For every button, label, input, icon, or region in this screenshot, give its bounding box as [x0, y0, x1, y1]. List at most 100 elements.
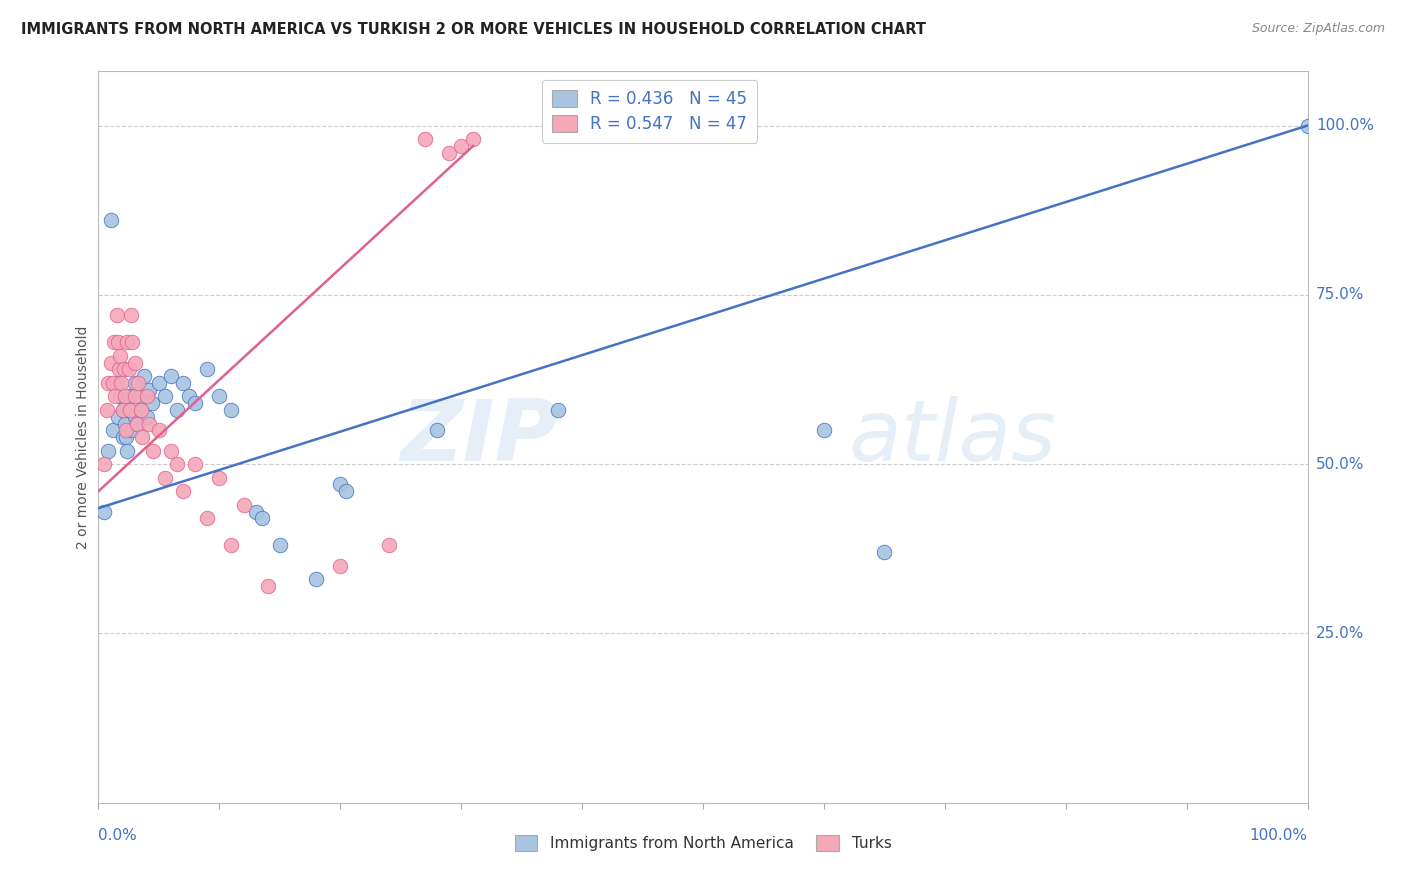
Point	[195, 511, 218, 525]
Text: IMMIGRANTS FROM NORTH AMERICA VS TURKISH 2 OR MORE VEHICLES IN HOUSEHOLD CORRELA: IMMIGRANTS FROM NORTH AMERICA VS TURKISH…	[21, 22, 927, 37]
Point	[450, 139, 472, 153]
Point	[117, 443, 139, 458]
Point	[160, 443, 183, 458]
Point	[426, 423, 449, 437]
Point	[121, 423, 143, 437]
Point	[813, 423, 835, 437]
Point	[329, 477, 352, 491]
Point	[134, 369, 156, 384]
Point	[120, 308, 142, 322]
Point	[110, 376, 132, 390]
Point	[208, 389, 231, 403]
Point	[105, 376, 128, 390]
Point	[108, 389, 131, 403]
Point	[100, 213, 122, 227]
Legend: Immigrants from North America, Turks: Immigrants from North America, Turks	[509, 830, 897, 857]
Point	[179, 389, 201, 403]
Text: 25.0%: 25.0%	[1316, 626, 1364, 641]
Text: 100.0%: 100.0%	[1250, 829, 1308, 844]
Point	[117, 335, 139, 350]
Point	[103, 335, 125, 350]
Text: 50.0%: 50.0%	[1316, 457, 1364, 472]
Point	[114, 417, 136, 431]
Point	[166, 457, 188, 471]
Point	[105, 308, 128, 322]
Point	[124, 355, 146, 369]
Point	[124, 376, 146, 390]
Point	[184, 396, 207, 410]
Point	[97, 443, 120, 458]
Point	[124, 409, 146, 424]
Point	[148, 376, 170, 390]
Point	[112, 362, 135, 376]
Point	[153, 389, 176, 403]
Point	[131, 430, 153, 444]
Point	[335, 484, 357, 499]
Point	[115, 430, 138, 444]
Point	[135, 409, 157, 424]
Point	[100, 355, 122, 369]
Point	[104, 389, 127, 403]
Point	[195, 362, 218, 376]
Point	[93, 457, 115, 471]
Point	[221, 403, 243, 417]
Point	[118, 389, 141, 403]
Point	[127, 376, 149, 390]
Point	[115, 423, 138, 437]
Point	[108, 349, 131, 363]
Point	[377, 538, 399, 552]
Text: 100.0%: 100.0%	[1316, 118, 1374, 133]
Point	[128, 389, 150, 403]
Point	[463, 132, 485, 146]
Point	[124, 389, 146, 403]
Text: 75.0%: 75.0%	[1316, 287, 1364, 302]
Point	[129, 403, 152, 417]
Point	[1296, 119, 1319, 133]
Point	[127, 417, 149, 431]
Point	[141, 396, 163, 410]
Point	[114, 389, 136, 403]
Point	[245, 505, 267, 519]
Point	[221, 538, 243, 552]
Point	[232, 498, 254, 512]
Point	[93, 505, 115, 519]
Point	[437, 145, 460, 160]
Point	[129, 403, 152, 417]
Point	[111, 430, 134, 444]
Point	[256, 579, 278, 593]
Point	[250, 511, 273, 525]
Point	[413, 132, 436, 146]
Point	[148, 423, 170, 437]
Point	[108, 362, 131, 376]
Point	[160, 369, 183, 384]
Point	[107, 335, 129, 350]
Point	[101, 423, 124, 437]
Text: Source: ZipAtlas.com: Source: ZipAtlas.com	[1251, 22, 1385, 36]
Point	[208, 471, 231, 485]
Point	[118, 403, 141, 417]
Point	[138, 383, 160, 397]
Point	[172, 484, 194, 499]
Point	[101, 376, 124, 390]
Point	[305, 572, 328, 586]
Text: ZIP: ZIP	[401, 395, 558, 479]
Point	[107, 409, 129, 424]
Point	[118, 362, 141, 376]
Point	[135, 389, 157, 403]
Point	[269, 538, 291, 552]
Point	[118, 403, 141, 417]
Point	[138, 417, 160, 431]
Y-axis label: 2 or more Vehicles in Household: 2 or more Vehicles in Household	[76, 326, 90, 549]
Point	[142, 443, 165, 458]
Point	[97, 376, 120, 390]
Point	[111, 403, 134, 417]
Point	[127, 417, 149, 431]
Point	[121, 335, 143, 350]
Point	[329, 558, 352, 573]
Text: 0.0%: 0.0%	[98, 829, 138, 844]
Point	[873, 545, 896, 559]
Point	[166, 403, 188, 417]
Point	[184, 457, 207, 471]
Point	[172, 376, 194, 390]
Point	[153, 471, 176, 485]
